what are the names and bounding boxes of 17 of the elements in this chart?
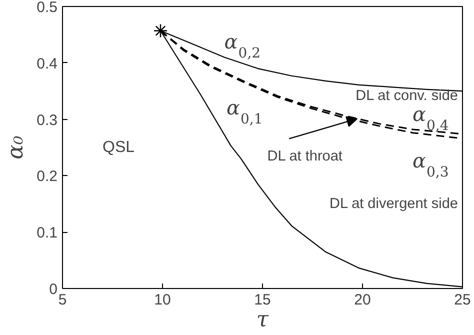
x-axis-title: τ xyxy=(256,308,270,332)
y-tick-label: 0.2 xyxy=(36,168,58,186)
annotation: DL at throat xyxy=(267,148,342,165)
annotation: DL at conv. side xyxy=(356,88,458,104)
y-tick-label: 0 xyxy=(49,281,58,298)
x-tick-label: 15 xyxy=(254,292,271,308)
annotation: DL at divergent side xyxy=(330,196,458,212)
x-tick-label: 5 xyxy=(58,292,67,308)
y-tick-label: 0.3 xyxy=(36,112,58,129)
x-tick-label: 25 xyxy=(454,292,471,308)
y-tick-label: 0.1 xyxy=(36,224,58,242)
x-tick-label: 10 xyxy=(154,292,171,308)
x-tick-label: 20 xyxy=(354,292,371,308)
y-tick-label: 0.5 xyxy=(36,0,58,16)
annotation: QSL xyxy=(102,139,135,156)
y-axis-title: α₀ xyxy=(4,135,29,160)
y-tick-label: 0.4 xyxy=(36,55,58,72)
